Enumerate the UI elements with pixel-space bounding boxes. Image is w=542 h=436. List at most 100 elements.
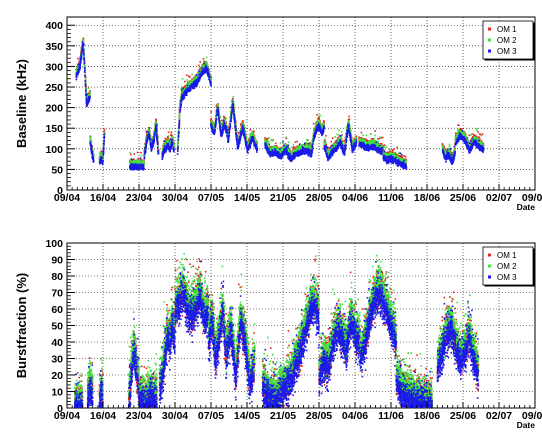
- baseline-point-om3: [84, 61, 86, 63]
- baseline-point-om3: [137, 168, 139, 170]
- baseline-point-om3: [141, 167, 143, 169]
- baseline-point-om3: [169, 149, 171, 151]
- baseline-point-om3: [89, 96, 91, 98]
- baseline-point-om2: [179, 115, 181, 117]
- baseline-point-om3: [104, 136, 106, 138]
- baseline-point-om3: [99, 162, 101, 164]
- baseline-point-om3: [135, 163, 137, 165]
- baseline-point-om2: [129, 152, 131, 154]
- baseline-point-om3: [103, 150, 105, 152]
- baseline-point-om3: [147, 140, 149, 142]
- baseline-point-om3: [140, 157, 142, 159]
- baseline-point-om1: [168, 132, 170, 134]
- baseline-point-om2: [140, 162, 142, 164]
- baseline-point-om3: [171, 141, 173, 143]
- baseline-point-om3: [103, 144, 105, 146]
- baseline-point-om3: [84, 67, 86, 69]
- baseline-point-om3: [178, 135, 180, 137]
- baseline-point-om2: [164, 142, 166, 144]
- baseline-point-om3: [169, 151, 171, 153]
- baseline-point-om3: [80, 61, 82, 63]
- baseline-point-om3: [131, 159, 133, 161]
- baseline-point-om3: [157, 144, 159, 146]
- baseline-point-om3: [179, 121, 181, 123]
- baseline-point-om2: [100, 152, 102, 154]
- baseline-point-om3: [161, 159, 163, 161]
- baseline-point-om3: [166, 146, 168, 148]
- baseline-point-om3: [133, 164, 135, 166]
- baseline-point-om2: [89, 91, 91, 93]
- baseline-point-om1: [133, 153, 135, 155]
- baseline-point-om3: [180, 105, 182, 107]
- baseline-point-om3: [148, 136, 150, 138]
- baseline-point-om1: [104, 129, 106, 131]
- baseline-point-om3: [151, 139, 153, 141]
- baseline-point-om3: [84, 63, 86, 65]
- baseline-point-om3: [179, 124, 181, 126]
- baseline-point-om3: [102, 157, 104, 159]
- baseline-point-om3: [144, 154, 146, 156]
- baseline-point-om2: [134, 161, 136, 163]
- baseline-point-om2: [139, 159, 141, 161]
- baseline-point-om3: [180, 109, 182, 111]
- baseline-point-om3: [142, 166, 144, 168]
- baseline-point-om3: [85, 89, 87, 91]
- baseline-point-om3: [180, 103, 182, 105]
- baseline-point-om3: [147, 138, 149, 140]
- baseline-point-om1: [137, 152, 139, 154]
- baseline-point-om3: [92, 156, 94, 158]
- baseline-point-om3: [83, 52, 85, 54]
- baseline-point-om3: [101, 160, 103, 162]
- baseline-point-om3: [103, 154, 105, 156]
- baseline-point-om3: [91, 150, 93, 152]
- baseline-point-om1: [130, 154, 132, 156]
- baseline-point-om2: [201, 64, 203, 66]
- baseline-point-om3: [104, 133, 106, 135]
- baseline-point-om3: [168, 145, 170, 147]
- baseline-point-om3: [88, 99, 90, 101]
- baseline-point-om3: [158, 153, 160, 155]
- baseline-point-om1: [198, 65, 200, 67]
- baseline-point-om3: [141, 164, 143, 166]
- baseline-point-om3: [132, 169, 134, 171]
- baseline-point-om3: [170, 139, 172, 141]
- baseline-point-om1: [170, 134, 172, 136]
- baseline-point-om2: [136, 159, 138, 161]
- baseline-point-om1: [140, 152, 142, 154]
- baseline-point-om3: [178, 139, 180, 141]
- baseline-point-om3: [85, 80, 87, 82]
- baseline-point-om3: [136, 166, 138, 168]
- baseline-point-om3: [145, 148, 147, 150]
- baseline-point-om3: [85, 93, 87, 95]
- baseline-point-om2: [85, 79, 87, 81]
- baseline-point-om3: [76, 79, 78, 81]
- baseline-point-om3: [103, 140, 105, 142]
- baseline-point-om3: [154, 138, 156, 140]
- baseline-point-om3: [137, 164, 139, 166]
- baseline-point-om2: [88, 88, 90, 90]
- baseline-point-om3: [145, 151, 147, 153]
- baseline-point-om3: [82, 50, 84, 52]
- baseline-point-om2: [167, 139, 169, 141]
- baseline-point-om2: [82, 39, 84, 41]
- baseline-point-om1: [186, 74, 188, 76]
- baseline-point-om3: [173, 148, 175, 150]
- baseline-point-om1: [184, 81, 186, 83]
- baseline-point-om3: [164, 145, 166, 147]
- baseline-point-om3: [156, 137, 158, 139]
- baseline-point-om3: [145, 146, 147, 148]
- baseline-point-om3: [178, 133, 180, 135]
- baseline-point-om1: [77, 58, 79, 60]
- baseline-point-om3: [103, 142, 105, 144]
- baseline-point-om3: [165, 149, 167, 151]
- baseline-point-om2: [141, 155, 143, 157]
- baseline-point-om1: [167, 137, 169, 139]
- baseline-point-om2: [90, 139, 92, 141]
- baseline-point-om3: [151, 148, 153, 150]
- baseline-point-om2: [99, 152, 101, 154]
- baseline-point-om3: [85, 91, 87, 93]
- baseline-point-om3: [80, 59, 82, 61]
- baseline-point-om3: [152, 146, 154, 148]
